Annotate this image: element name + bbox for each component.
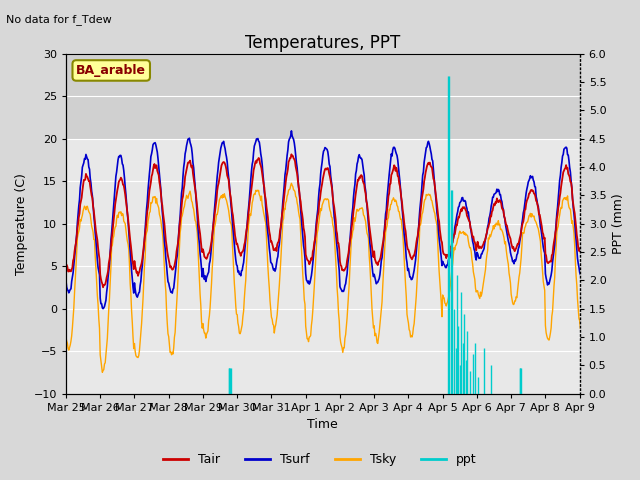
Bar <box>66 139 580 394</box>
Y-axis label: PPT (mm): PPT (mm) <box>612 193 625 254</box>
Text: BA_arable: BA_arable <box>76 64 146 77</box>
Y-axis label: Temperature (C): Temperature (C) <box>15 173 28 275</box>
X-axis label: Time: Time <box>307 419 338 432</box>
Legend: Tair, Tsurf, Tsky, ppt: Tair, Tsurf, Tsky, ppt <box>158 448 482 471</box>
Title: Temperatures, PPT: Temperatures, PPT <box>245 34 401 52</box>
Bar <box>66 54 580 139</box>
Text: No data for f_Tdew: No data for f_Tdew <box>6 14 112 25</box>
